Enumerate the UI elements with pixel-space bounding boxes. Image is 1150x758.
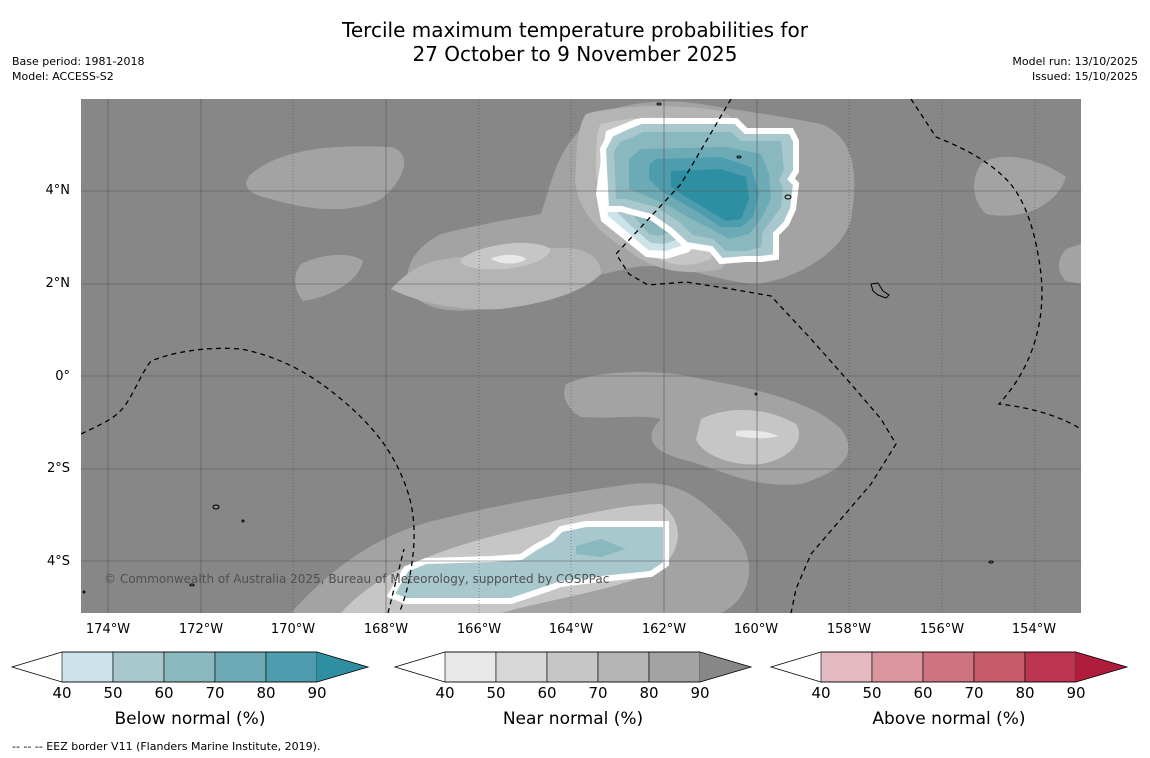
lon-tick-170w: 170°W: [270, 622, 316, 637]
colorbar-near-title: Near normal (%): [502, 709, 644, 729]
colorbar-above-normal: [769, 651, 1129, 683]
colorbar-below-label-60: 60: [154, 684, 174, 702]
colorbar-above-swatch-4: [973, 651, 1026, 683]
colorbar-near-swatch-5: [648, 651, 701, 683]
colorbar-below-max-triangle: [317, 652, 368, 682]
colorbar-above-label-90: 90: [1066, 684, 1086, 702]
colorbar-near-swatch-4: [597, 651, 650, 683]
title-line-1: Tercile maximum temperature probabilitie…: [342, 18, 808, 42]
lon-tick-166w: 166°W: [456, 622, 502, 637]
graticule: [81, 99, 1081, 613]
colorbar-near-swatch-1: [444, 651, 497, 683]
eez-borders: [81, 99, 1081, 613]
colorbar-below-label-40: 40: [52, 684, 72, 702]
lat-tick-4n: 4°N: [45, 183, 71, 198]
lon-tick-160w: 160°W: [733, 622, 779, 637]
colorbar-above-swatch-1: [820, 651, 873, 683]
colorbar-below-swatch-1: [61, 651, 114, 683]
colorbar-above-label-80: 80: [1015, 684, 1035, 702]
lon-tick-174w: 174°W: [85, 622, 131, 637]
colorbar-below-label-50: 50: [103, 684, 123, 702]
colorbar-near-label-50: 50: [486, 684, 506, 702]
lon-tick-164w: 164°W: [548, 622, 594, 637]
issued-text: Issued: 15/10/2025: [1031, 70, 1138, 83]
colorbar-near-min-triangle: [395, 652, 445, 682]
colorbar-near-swatch-2: [495, 651, 548, 683]
colorbar-below-swatch-5: [265, 651, 318, 683]
lon-tick-162w: 162°W: [641, 622, 687, 637]
colorbar-below-swatch-3: [163, 651, 216, 683]
colorbar-below-normal: [10, 651, 370, 683]
probability-map: [81, 99, 1081, 613]
lat-tick-2n: 2°N: [45, 276, 71, 291]
meta-left: Base period: 1981-2018 Model: ACCESS-S2: [12, 54, 144, 84]
colorbar-above-label-70: 70: [964, 684, 984, 702]
colorbar-near-label-40: 40: [435, 684, 455, 702]
lon-tick-158w: 158°W: [826, 622, 872, 637]
colorbar-above-swatch-2: [871, 651, 924, 683]
colorbar-near-normal: [393, 651, 753, 683]
colorbar-above-label-60: 60: [913, 684, 933, 702]
colorbar-above-label-40: 40: [811, 684, 831, 702]
colorbar-above-min-triangle: [771, 652, 821, 682]
colorbar-above-max-triangle: [1076, 652, 1127, 682]
eez-footnote: -- -- -- EEZ border V11 (Flanders Marine…: [12, 740, 321, 753]
model-run-text: Model run: 13/10/2025: [1012, 55, 1138, 68]
south-below-normal-patch: [386, 521, 669, 604]
colorbar-below-label-70: 70: [205, 684, 225, 702]
colorbar-above-swatch-3: [922, 651, 975, 683]
title-line-2: 27 October to 9 November 2025: [412, 42, 738, 66]
colorbar-below-label-80: 80: [256, 684, 276, 702]
colorbar-below-min-triangle: [12, 652, 62, 682]
lon-tick-172w: 172°W: [178, 622, 224, 637]
colorbar-below-swatch-4: [214, 651, 267, 683]
lon-tick-154w: 154°W: [1011, 622, 1057, 637]
meta-right: Model run: 13/10/2025 Issued: 15/10/2025: [1012, 54, 1138, 84]
map-title: Tercile maximum temperature probabilitie…: [0, 18, 1150, 66]
colorbar-near-label-90: 90: [690, 684, 710, 702]
lon-tick-156w: 156°W: [919, 622, 965, 637]
colorbar-above-label-50: 50: [862, 684, 882, 702]
colorbar-below-title: Below normal (%): [114, 709, 266, 729]
lon-tick-168w: 168°W: [363, 622, 409, 637]
base-period-text: Base period: 1981-2018: [12, 55, 145, 68]
lat-tick-2s: 2°S: [46, 461, 70, 476]
colorbar-below-label-90: 90: [307, 684, 327, 702]
colorbar-near-swatch-3: [546, 651, 599, 683]
colorbar-above-title: Above normal (%): [872, 709, 1026, 729]
model-text: Model: ACCESS-S2: [12, 70, 114, 83]
colorbar-below-swatch-2: [112, 651, 165, 683]
islands: [82, 102, 994, 594]
colorbar-near-max-triangle: [700, 652, 751, 682]
map-panel: [81, 99, 1081, 613]
lat-tick-4s: 4°S: [46, 554, 70, 569]
colorbar-above-swatch-5: [1024, 651, 1077, 683]
lat-tick-0: 0°: [55, 369, 70, 384]
colorbar-near-label-70: 70: [588, 684, 608, 702]
colorbar-near-label-80: 80: [639, 684, 659, 702]
copyright-notice: © Commonwealth of Australia 2025, Bureau…: [104, 572, 610, 586]
colorbar-near-label-60: 60: [537, 684, 557, 702]
